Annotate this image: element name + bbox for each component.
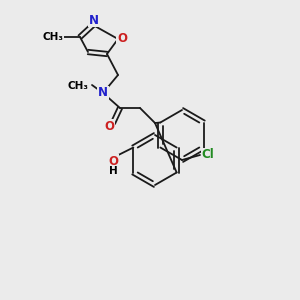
Text: Cl: Cl — [202, 148, 214, 161]
Text: CH₃: CH₃ — [68, 81, 88, 91]
Text: H: H — [109, 166, 118, 176]
Text: N: N — [89, 14, 99, 26]
Text: O: O — [117, 32, 127, 44]
Text: CH₃: CH₃ — [43, 32, 64, 42]
Text: O: O — [104, 119, 114, 133]
Text: N: N — [98, 86, 108, 100]
Text: O: O — [108, 155, 118, 168]
